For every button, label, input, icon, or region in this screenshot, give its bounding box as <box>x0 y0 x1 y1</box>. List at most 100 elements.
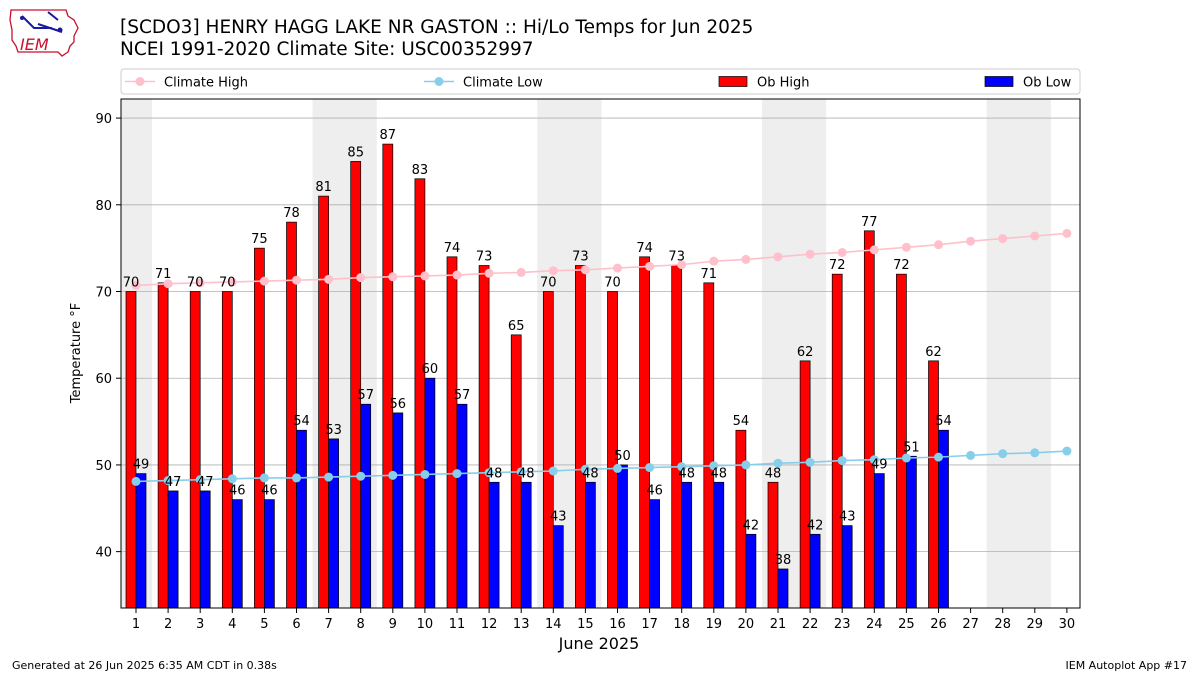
ob-high-bar <box>157 282 169 609</box>
ob-high-bar <box>446 256 458 609</box>
climate-high-point <box>227 277 237 287</box>
climate-low-point <box>869 455 879 465</box>
legend-marker <box>434 77 444 86</box>
climate-low-point <box>837 456 847 466</box>
ob-high-bar <box>414 178 426 609</box>
ob-high-bar <box>221 291 233 609</box>
x-tick-label: 5 <box>260 617 268 632</box>
legend-swatch <box>984 76 1014 87</box>
ob-low-bar <box>231 499 243 609</box>
ob-high-value-label: 70 <box>123 276 140 291</box>
climate-high-point <box>292 275 301 285</box>
climate-low-line <box>135 450 1067 483</box>
ob-high-bar <box>125 291 137 609</box>
climate-high-point <box>163 279 173 289</box>
climate-high-point <box>388 272 398 282</box>
climate-high-point <box>131 280 141 290</box>
logo-text: IEM <box>20 35 49 54</box>
ob-high-value-label: 72 <box>893 258 910 273</box>
x-tick-label: 3 <box>196 617 204 632</box>
climate-high-point <box>324 274 334 284</box>
climate-low-point <box>324 472 334 482</box>
ob-high-value-label: 70 <box>604 276 621 291</box>
weekend-band <box>986 99 1051 608</box>
x-tick-label: 27 <box>962 617 979 632</box>
climate-high-point <box>420 271 430 281</box>
ob-high-bar <box>254 247 265 609</box>
climate-low-point <box>195 475 205 485</box>
ob-high-value-label: 71 <box>155 267 172 282</box>
x-tick-label: 30 <box>1059 617 1076 632</box>
ob-low-bar <box>906 455 917 609</box>
ob-low-value-label: 47 <box>197 475 214 490</box>
climate-high-point <box>484 268 494 278</box>
x-tick-label: 29 <box>1027 617 1044 632</box>
climate-low-point <box>388 470 398 480</box>
ob-high-bar <box>799 360 811 609</box>
ob-low-value-label: 38 <box>775 553 792 568</box>
ob-high-bar <box>542 291 554 609</box>
ob-low-bar <box>809 533 821 609</box>
ob-low-bar <box>135 473 147 609</box>
ob-low-bar <box>873 473 885 609</box>
climate-high-point <box>901 242 911 252</box>
ob-low-bar <box>841 525 853 609</box>
climate-high-point <box>709 256 719 266</box>
y-tick-label: 50 <box>95 459 112 474</box>
ob-high-value-label: 73 <box>572 249 589 264</box>
climate-high-point <box>741 254 751 264</box>
chart-subtitle: NCEI 1991-2020 Climate Site: USC00352997 <box>120 39 534 60</box>
ob-low-bar <box>745 533 757 609</box>
x-tick-label: 19 <box>706 617 723 632</box>
climate-low-point <box>292 473 301 483</box>
ob-low-value-label: 60 <box>422 362 439 377</box>
climate-high-point <box>869 245 879 255</box>
ob-high-value-label: 73 <box>668 249 685 264</box>
climate-low-point <box>131 476 141 486</box>
climate-low-point <box>709 461 719 471</box>
ob-high-value-label: 70 <box>187 276 204 291</box>
ob-low-value-label: 43 <box>839 510 856 525</box>
climate-high-point <box>516 267 526 277</box>
climate-low-point <box>741 460 751 470</box>
climate-low-point <box>613 463 622 473</box>
climate-high-point <box>548 266 558 276</box>
climate-high-line <box>135 232 1067 287</box>
ob-high-bar <box>478 265 490 609</box>
ob-high-value-label: 77 <box>861 215 878 230</box>
ob-low-bar <box>167 490 179 609</box>
ob-high-value-label: 85 <box>347 145 364 160</box>
legend-marker <box>135 77 145 86</box>
ob-high-value-label: 75 <box>251 232 268 247</box>
climate-low-point <box>901 453 911 463</box>
climate-high-point <box>773 252 783 262</box>
y-axis-label: Temperature °F <box>69 303 84 404</box>
ob-low-value-label: 48 <box>711 466 728 481</box>
ob-high-value-label: 78 <box>283 206 300 221</box>
x-tick-label: 18 <box>673 617 690 632</box>
ob-low-value-label: 47 <box>165 475 182 490</box>
ob-high-value-label: 48 <box>765 466 782 481</box>
plot-frame <box>120 98 1081 609</box>
x-tick-label: 10 <box>417 617 434 632</box>
ob-high-bar <box>863 230 875 609</box>
climate-low-point <box>548 466 558 476</box>
legend-box <box>120 68 1081 95</box>
y-tick-label: 40 <box>95 546 112 561</box>
generated-footer: Generated at 26 Jun 2025 6:35 AM CDT in … <box>12 659 277 672</box>
ob-low-value-label: 42 <box>743 518 760 533</box>
x-tick-label: 28 <box>994 617 1011 632</box>
climate-low-point <box>966 450 976 460</box>
app-footer: IEM Autoplot App #17 <box>1065 659 1188 672</box>
ob-low-bar <box>713 481 725 609</box>
iem-logo: IEM <box>9 9 79 57</box>
x-tick-label: 1 <box>132 617 140 632</box>
legend-label: Ob Low <box>1023 76 1072 91</box>
ob-low-bar <box>264 499 275 609</box>
climate-low-point <box>805 457 815 467</box>
ob-low-value-label: 46 <box>229 484 246 499</box>
ob-high-bar <box>382 143 394 609</box>
ob-low-value-label: 48 <box>678 466 695 481</box>
ob-high-bar <box>318 195 329 609</box>
